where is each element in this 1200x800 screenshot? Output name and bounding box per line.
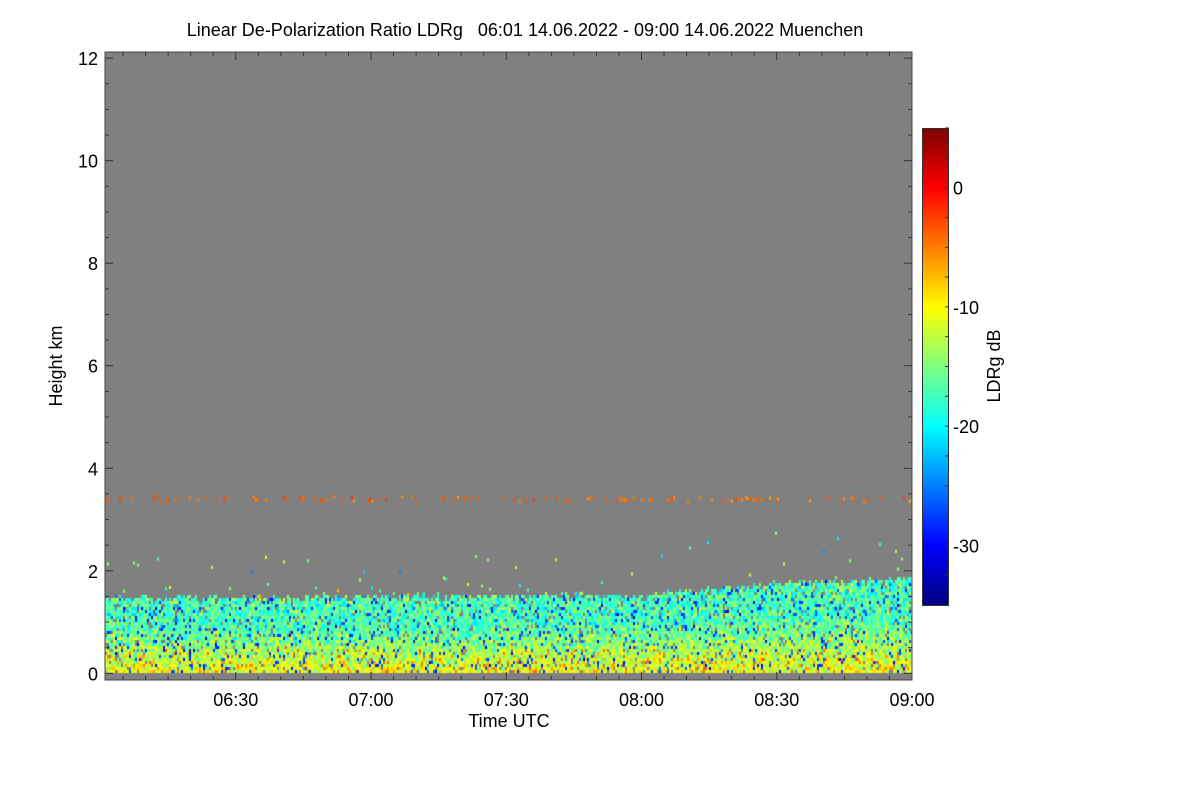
chart-title: Linear De-Polarization Ratio LDRg 06:01 … bbox=[186, 20, 864, 40]
x-tick-label: 08:30 bbox=[754, 690, 799, 710]
x-tick-label: 06:30 bbox=[213, 690, 258, 710]
ldr-heatmap bbox=[105, 52, 912, 680]
x-axis-label: Time UTC bbox=[468, 711, 549, 731]
y-tick-label: 4 bbox=[88, 459, 98, 479]
colorbar-tick-label: -10 bbox=[953, 298, 979, 318]
plot-frame bbox=[104, 51, 913, 681]
x-tick-label: 07:30 bbox=[484, 690, 529, 710]
colorbar-label: LDRg dB bbox=[984, 329, 1004, 402]
y-axis-label: Height km bbox=[46, 325, 66, 406]
y-tick-label: 12 bbox=[78, 49, 98, 69]
y-tick-label: 6 bbox=[88, 357, 98, 377]
x-tick-label: 09:00 bbox=[889, 690, 934, 710]
x-tick-label: 07:00 bbox=[348, 690, 393, 710]
colorbar-tick-label: -20 bbox=[953, 417, 979, 437]
colorbar-tick-label: 0 bbox=[953, 179, 963, 199]
y-tick-label: 8 bbox=[88, 254, 98, 274]
y-tick-label: 10 bbox=[78, 152, 98, 172]
y-tick-label: 0 bbox=[88, 664, 98, 684]
colorbar-tick-label: -30 bbox=[953, 536, 979, 556]
y-tick-label: 2 bbox=[88, 562, 98, 582]
x-tick-label: 08:00 bbox=[619, 690, 664, 710]
